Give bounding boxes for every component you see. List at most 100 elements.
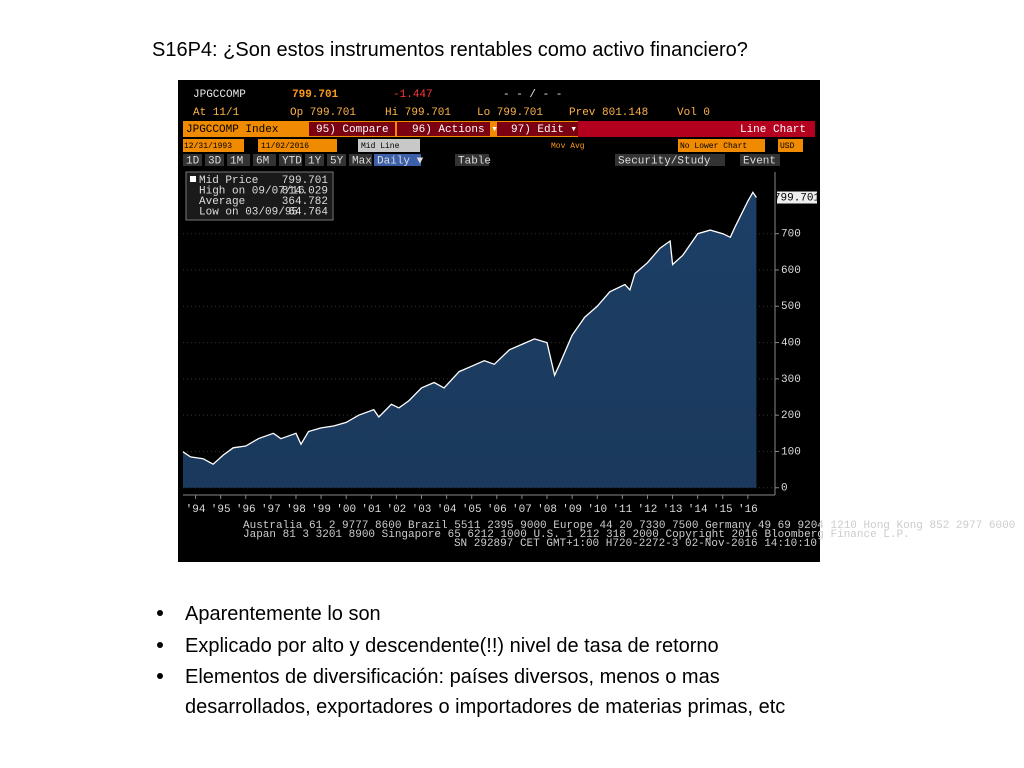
y-tick-label: 200 — [781, 410, 801, 422]
range-button[interactable] — [455, 154, 489, 166]
bullet — [157, 610, 163, 616]
x-tick-label: '13 — [663, 504, 683, 516]
y-tick-label: 400 — [781, 337, 801, 349]
security[interactable]: JPGCCOMP Index — [186, 124, 279, 136]
ticker: JPGCCOMP — [193, 89, 246, 101]
x-tick-label: '16 — [738, 504, 758, 516]
footer-line: Japan 81 3 3201 8900 Singapore 65 6212 1… — [243, 529, 910, 541]
range-label[interactable]: YTD — [282, 155, 302, 167]
x-tick-label: '09 — [562, 504, 582, 516]
range-button[interactable] — [227, 154, 250, 166]
legend-value: 64.764 — [288, 206, 328, 218]
currency[interactable]: USD — [780, 142, 795, 151]
line — [182, 191, 757, 465]
bullet — [157, 642, 163, 648]
range-label[interactable]: 6M — [256, 155, 269, 167]
last-price: 799.701 — [292, 89, 339, 101]
range-button[interactable] — [349, 154, 372, 166]
range-label[interactable]: 1M — [230, 155, 243, 167]
range-label[interactable]: Table — [458, 155, 491, 167]
x-tick-label: '97 — [261, 504, 281, 516]
range-button[interactable] — [305, 154, 324, 166]
legend-value: 799.701 — [282, 175, 329, 187]
x-tick-label: '06 — [487, 504, 507, 516]
x-tick-label: '94 — [186, 504, 206, 516]
chart-type: Line Chart — [740, 124, 806, 136]
range-button[interactable] — [615, 154, 725, 166]
button-label[interactable]: 95) Compare — [316, 124, 389, 136]
legend-label: Low on 03/09/95 — [199, 206, 298, 218]
range-label[interactable]: Max — [352, 155, 372, 167]
x-tick-label: '15 — [713, 504, 733, 516]
quote-field: Vol 0 — [677, 107, 710, 119]
button[interactable] — [397, 122, 490, 136]
button-label[interactable]: 97) Edit ▾ — [511, 124, 577, 136]
range-bar: 1D 3D 1M 6M YTD 1Y 5Y Max Daily ▼ Table Security/S… — [183, 154, 780, 167]
x-tick-label: '99 — [311, 504, 331, 516]
quote-field: At 11/1 — [193, 107, 240, 119]
x-tick-label: '07 — [512, 504, 532, 516]
bullet — [157, 673, 163, 679]
footer-line: Australia 61 2 9777 8600 Brazil 5511 239… — [243, 520, 1015, 532]
start-date[interactable]: 12/31/1993 — [184, 142, 232, 151]
legend-label: Average — [199, 196, 245, 208]
range-button[interactable] — [374, 154, 421, 166]
x-tick-label: '02 — [386, 504, 406, 516]
legend-label: High on 09/07/16 — [199, 185, 305, 197]
range-label[interactable]: Security/Study — [618, 155, 711, 167]
y-tick-label: 300 — [781, 374, 801, 386]
y-tick-label: 0 — [781, 483, 788, 495]
bullet-text: Elementos de diversificación: países div… — [185, 666, 720, 688]
x-tick-label: '96 — [236, 504, 256, 516]
range-label[interactable]: 5Y — [330, 155, 344, 167]
button-label[interactable]: 96) Actions ▾ — [412, 124, 498, 136]
mov-avg[interactable]: Mov Avg — [551, 142, 585, 151]
range-label[interactable]: 1Y — [308, 155, 322, 167]
range-button[interactable] — [183, 154, 202, 166]
x-tick-label: '10 — [587, 504, 607, 516]
last-value-tag — [777, 191, 817, 204]
button[interactable] — [497, 122, 578, 136]
end-date[interactable]: 11/02/2016 — [261, 142, 309, 151]
y-tick-label: 500 — [781, 301, 801, 313]
select[interactable] — [778, 139, 803, 152]
range-label[interactable]: 1D — [186, 155, 200, 167]
date-box[interactable] — [258, 139, 337, 152]
range-button[interactable] — [253, 154, 276, 166]
x-tick-label: '14 — [688, 504, 708, 516]
y-tick-label: 600 — [781, 265, 801, 277]
x-tick-label: '08 — [537, 504, 557, 516]
legend-swatch — [190, 176, 196, 182]
select[interactable] — [678, 139, 765, 152]
legend-value: 814.029 — [282, 185, 328, 197]
range-label[interactable]: Event — [743, 155, 776, 167]
x-tick-label: '00 — [336, 504, 356, 516]
x-tick-label: '03 — [412, 504, 432, 516]
bullet-text: Explicado por alto y descendente(!!) niv… — [185, 635, 719, 657]
range-button[interactable] — [740, 154, 780, 166]
range-label[interactable]: Daily ▼ — [377, 155, 424, 167]
footer: Australia 61 2 9777 8600 Brazil 5511 239… — [243, 520, 1015, 550]
bid-ask: - - / - - — [503, 89, 562, 101]
x-tick-label: '01 — [361, 504, 381, 516]
x-tick-label: '12 — [638, 504, 658, 516]
range-label[interactable]: 3D — [208, 155, 222, 167]
select-label[interactable]: Mid Line — [361, 142, 400, 151]
range-button[interactable] — [279, 154, 302, 166]
x-tick-label: '98 — [286, 504, 306, 516]
x-tick-label: '11 — [612, 504, 632, 516]
select[interactable] — [358, 139, 420, 152]
range-button[interactable] — [205, 154, 224, 166]
slide-title: S16P4: ¿Son estos instrumentos rentables… — [152, 39, 748, 61]
legend — [185, 171, 334, 221]
x-tick-label: '04 — [437, 504, 457, 516]
bullet-text: desarrollados, exportadores o importador… — [185, 696, 785, 718]
date-box[interactable] — [183, 139, 244, 152]
range-button[interactable] — [327, 154, 346, 166]
button[interactable] — [309, 122, 395, 136]
area — [183, 192, 757, 488]
change: -1.447 — [393, 89, 433, 101]
select-label[interactable]: No Lower Chart — [680, 142, 747, 151]
